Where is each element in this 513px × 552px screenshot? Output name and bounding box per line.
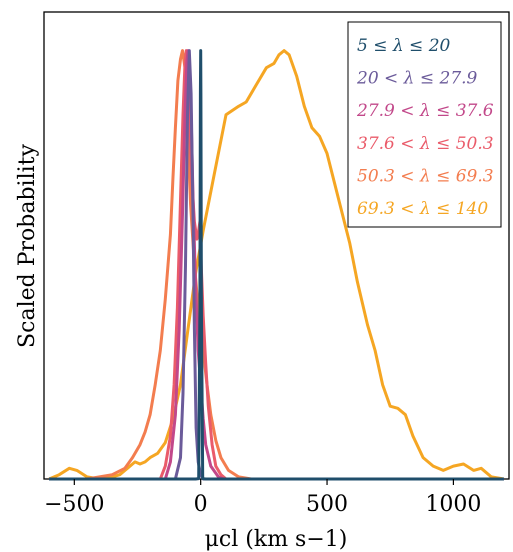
legend-entry-5: 50.3 < λ ≤ 69.3 xyxy=(357,166,494,186)
legend-entry-2: 20 < λ ≤ 27.9 xyxy=(356,69,478,89)
legend-entry-4: 37.6 < λ ≤ 50.3 xyxy=(357,134,494,154)
x-tick-label: 1000 xyxy=(425,492,481,517)
legend-items: 5 ≤ λ ≤ 20 20 < λ ≤ 27.9 27.9 < λ ≤ 37.6 37… xyxy=(356,36,494,219)
y-axis-label: Scaled Probability xyxy=(15,144,40,348)
x-tick-label: 500 xyxy=(306,492,348,517)
x-axis-ticks: −500 0 500 1000 xyxy=(44,479,481,517)
legend-entry-3: 27.9 < λ ≤ 37.6 xyxy=(356,101,494,121)
legend-entry-1: 5 ≤ λ ≤ 20 xyxy=(357,36,451,56)
series-line-5 xyxy=(49,49,504,481)
x-tick-label: −500 xyxy=(44,492,104,517)
legend-entry-6: 69.3 < λ ≤ 140 xyxy=(357,199,488,219)
series-layer xyxy=(48,49,505,481)
x-axis-label: μcl (km s−1) xyxy=(205,527,348,552)
series-line-1 xyxy=(49,49,504,481)
series-line-6 xyxy=(48,49,505,481)
x-tick-label: 0 xyxy=(194,492,208,517)
legend: 5 ≤ λ ≤ 20 20 < λ ≤ 27.9 27.9 < λ ≤ 37.6 37… xyxy=(347,21,502,228)
legend-box xyxy=(347,21,502,228)
